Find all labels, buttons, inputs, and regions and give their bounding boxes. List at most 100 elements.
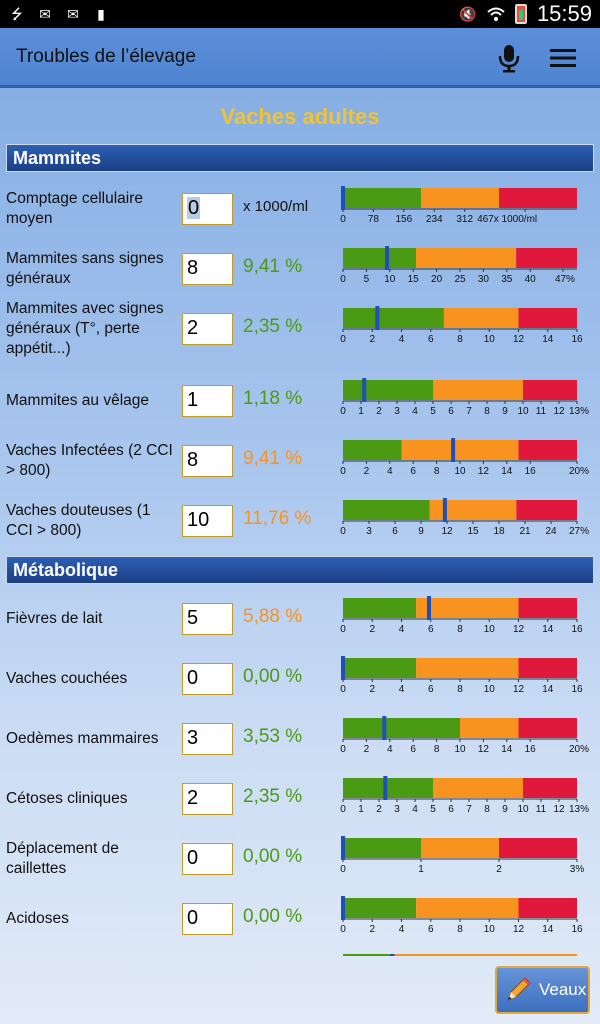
gauge-tick-label: 14 <box>501 466 513 477</box>
count-input[interactable]: 3 <box>182 723 233 755</box>
count-input[interactable]: 10 <box>182 505 233 537</box>
usb-icon: ⭍ <box>11 6 23 22</box>
gauge-marker <box>341 836 345 860</box>
threshold-gauge: 0 2 4 6 8 10 12 14 16 <box>340 896 583 935</box>
gauge-tick-label: 6 <box>392 526 398 537</box>
count-input[interactable]: 0 <box>182 663 233 695</box>
wifi-icon <box>487 6 505 22</box>
gauge-tick-label: 2 <box>369 624 375 635</box>
gauge-tick-label: 4 <box>399 624 405 635</box>
gauge-tick-label: 0 <box>340 624 346 635</box>
gauge-green-zone <box>343 778 433 798</box>
gauge-tick-label: 35 <box>501 274 513 285</box>
gauge-red-zone <box>518 718 577 738</box>
gauge-tick-label: 16 <box>525 466 537 477</box>
indicator-label: Mammites au vêlage <box>6 392 150 409</box>
gauge-orange-zone <box>401 440 519 460</box>
mail-icon: ✉ <box>67 6 79 22</box>
threshold-gauge: 0 1 2 3 4 5 6 7 8 9 10 11 12 13% <box>340 776 589 815</box>
count-input[interactable]: 8 <box>182 445 233 477</box>
indicator-row: Déplacement de caillettes 0 0,00 % 0 1 2 3% <box>0 832 600 886</box>
gauge-green-zone <box>343 500 430 520</box>
gauge-tick-label: 10 <box>517 804 529 815</box>
count-input-value: 0 <box>187 847 199 869</box>
hamburger-menu-icon[interactable] <box>548 43 578 73</box>
count-input[interactable]: 2 <box>182 783 233 815</box>
gauge-tick-label: 10 <box>484 924 496 935</box>
gauge-tick-label: 312 <box>456 214 473 225</box>
gauge-tick-label: 4 <box>399 924 405 935</box>
gauge-marker <box>426 596 431 620</box>
gauge-orange-zone <box>433 778 523 798</box>
count-input[interactable]: 8 <box>182 253 233 285</box>
gauge-tick-label: 12 <box>553 804 565 815</box>
gauge-tick-label: 12 <box>513 684 525 695</box>
percentage-value: 0,00 % <box>243 906 303 927</box>
gauge-green-zone <box>343 718 460 738</box>
microphone-icon[interactable] <box>494 43 524 73</box>
gauge-tick-label: 10 <box>484 624 496 635</box>
gauge-tick-label: 20% <box>569 466 589 477</box>
gauge-tick-label: 6 <box>410 744 416 755</box>
count-input-value: 1 <box>187 389 199 411</box>
gauge-tick-label: 7 <box>466 804 472 815</box>
threshold-gauge: 0 1 2 3% <box>340 836 585 875</box>
count-input[interactable]: 1 <box>182 385 233 417</box>
gauge-tick-label: 40 <box>525 274 537 285</box>
gauge-orange-zone <box>416 658 519 678</box>
gauge-tick-label: 11 <box>536 804 547 815</box>
gauge-tick-label: 6 <box>428 924 434 935</box>
gauge-tick-label: 12 <box>513 624 525 635</box>
gauge-tick-label: 10 <box>517 406 529 417</box>
gauge-tick-label: 12 <box>513 924 525 935</box>
mail-icon: ✉ <box>39 6 51 22</box>
section-header: Métabolique <box>6 556 594 584</box>
gauge-tick-label: 27% <box>569 526 589 537</box>
unit-label: x 1000/ml <box>243 198 309 215</box>
gauge-tick-label: 4 <box>387 744 393 755</box>
count-input-value: 8 <box>187 449 199 471</box>
count-input-value: 10 <box>187 509 210 531</box>
gauge-tick-label: 20% <box>569 744 589 755</box>
gauge-tick-label: 2 <box>364 466 370 477</box>
gauge-tick-label: 0 <box>340 526 346 537</box>
gauge-green-zone <box>343 598 417 618</box>
app-bar: Troubles de l’élevage <box>0 28 600 88</box>
count-input[interactable]: 0 <box>182 843 233 875</box>
count-input[interactable]: 2 <box>182 313 233 345</box>
gauge-tick-label: 6 <box>448 804 454 815</box>
gauge-tick-label: 30 <box>478 274 490 285</box>
percentage-value: 2,35 % <box>243 786 303 807</box>
count-input[interactable]: 0 <box>182 193 233 225</box>
count-input-value: 8 <box>187 257 199 279</box>
gauge-tick-label: 3 <box>394 406 400 417</box>
gauge-tick-label: 16 <box>571 924 583 935</box>
gauge-red-zone <box>518 598 577 618</box>
gauge-green-zone <box>343 188 421 208</box>
gauge-tick-label: 13% <box>569 406 589 417</box>
veaux-button[interactable]: Veaux <box>495 966 590 1014</box>
gauge-tick-label: 6 <box>428 334 434 345</box>
count-input-value: 2 <box>187 317 199 339</box>
gauge-tick-label: 1 <box>358 406 364 417</box>
percentage-value: 3,53 % <box>243 726 303 747</box>
gauge-tick-label: 10 <box>484 684 496 695</box>
count-input[interactable]: 5 <box>182 603 233 635</box>
count-input[interactable]: 0 <box>182 903 233 935</box>
gauge-tick-label: 8 <box>434 744 440 755</box>
gauge-tick-label: 3% <box>570 864 585 875</box>
gauge-tick-label: 2 <box>364 744 370 755</box>
gauge-tick-label: 2 <box>369 334 375 345</box>
gauge-red-zone <box>523 380 577 400</box>
gauge-tick-label: 12 <box>553 406 565 417</box>
gauge-tick-label: 1 <box>418 864 424 875</box>
gauge-red-zone <box>518 898 577 918</box>
gauge-tick-label: 13% <box>569 804 589 815</box>
gauge-tick-label: 14 <box>542 684 554 695</box>
indicator-row: Mammites avec signes généraux (T°, perte… <box>0 300 600 357</box>
count-input-value: 3 <box>187 727 199 749</box>
gauge-orange-zone <box>416 248 517 268</box>
gauge-tick-label: 1 <box>358 804 364 815</box>
indicator-label: Vaches douteuses (1 CCI > 800) <box>6 502 151 539</box>
gauge-tick-label: 8 <box>457 924 463 935</box>
